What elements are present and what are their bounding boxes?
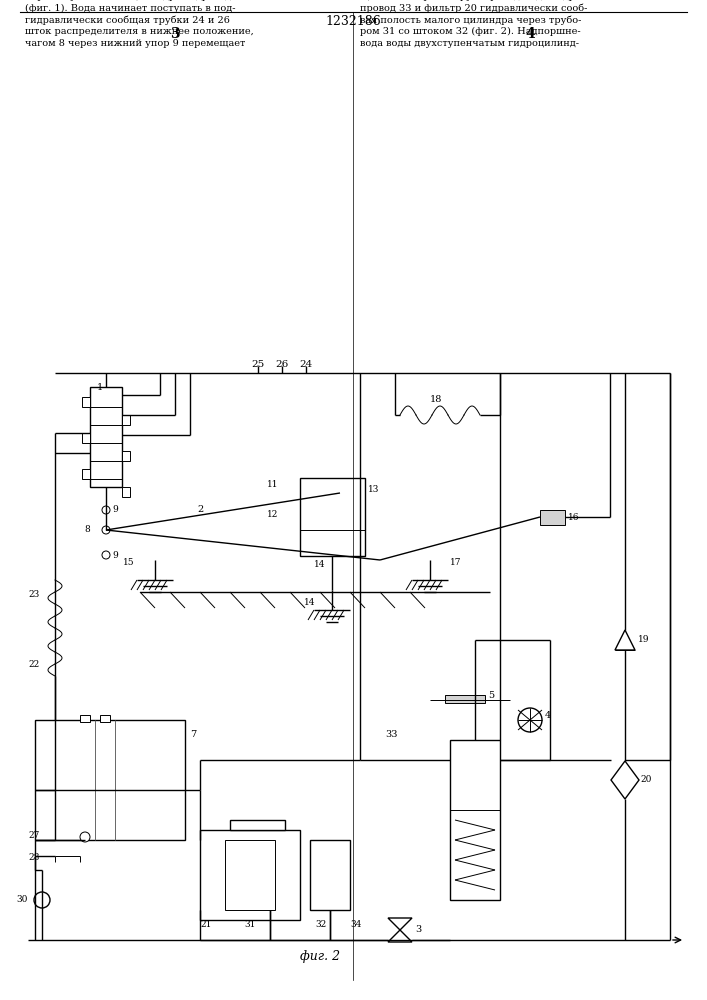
Text: 28: 28	[28, 854, 40, 862]
Text: 14: 14	[303, 598, 315, 607]
Text: 1: 1	[97, 383, 103, 392]
Text: гидравлически сообщая трубки 24 и 26: гидравлически сообщая трубки 24 и 26	[25, 15, 230, 25]
Text: вая полость малого цилиндра через трубо-: вая полость малого цилиндра через трубо-	[360, 15, 581, 25]
Bar	[300, 478, 365, 556]
Text: провод 33 и фильтр 20 гидравлически сооб-: провод 33 и фильтр 20 гидравлически сооб…	[360, 4, 588, 13]
Circle shape	[518, 708, 542, 732]
Text: 14: 14	[314, 560, 326, 569]
Bar	[82, 397, 90, 407]
Circle shape	[102, 526, 110, 534]
Bar	[540, 510, 565, 525]
Text: 18: 18	[430, 395, 443, 404]
Bar	[100, 715, 110, 722]
Text: 21: 21	[200, 920, 211, 929]
Text: 30: 30	[17, 896, 28, 904]
Text: 17: 17	[450, 558, 462, 567]
Bar	[122, 451, 130, 461]
Polygon shape	[611, 761, 639, 799]
Text: 3: 3	[170, 27, 180, 41]
Text: 1232186: 1232186	[325, 15, 381, 28]
Text: 22: 22	[28, 660, 40, 669]
Bar	[230, 820, 285, 830]
Bar	[122, 415, 130, 425]
Text: 24: 24	[299, 360, 312, 369]
Text: щена с напорным трубопроводом до гидро-: щена с напорным трубопроводом до гидро-	[360, 0, 584, 1]
Text: 12: 12	[267, 510, 278, 519]
Bar	[122, 487, 130, 497]
Text: шток распределителя в нижнее положение,: шток распределителя в нижнее положение,	[25, 27, 254, 36]
Text: 4: 4	[545, 710, 551, 720]
Text: 5: 5	[488, 690, 494, 700]
Polygon shape	[615, 630, 635, 650]
Bar	[450, 740, 500, 900]
Text: 9: 9	[112, 550, 118, 560]
Bar	[200, 830, 300, 920]
Bar	[80, 715, 90, 722]
Text: 3: 3	[415, 926, 421, 934]
Polygon shape	[388, 918, 412, 930]
Text: 23: 23	[28, 590, 40, 599]
Bar	[90, 387, 122, 487]
Bar	[82, 469, 90, 479]
Text: 33: 33	[385, 730, 397, 739]
Text: 2: 2	[197, 506, 203, 514]
Text: 4: 4	[525, 27, 535, 41]
Bar	[35, 720, 185, 840]
Text: 7: 7	[190, 730, 197, 739]
Text: чагом 8 через нижний упор 9 перемещает: чагом 8 через нижний упор 9 перемещает	[25, 39, 245, 48]
Text: 20: 20	[640, 776, 651, 784]
Text: 25: 25	[252, 360, 264, 369]
Text: 34: 34	[350, 920, 361, 929]
Text: 31: 31	[245, 920, 256, 929]
Text: 8: 8	[84, 526, 90, 534]
Text: 16: 16	[568, 512, 580, 522]
Circle shape	[80, 832, 90, 842]
Text: 19: 19	[638, 636, 650, 645]
Text: 27: 27	[28, 830, 40, 840]
Bar	[225, 840, 275, 910]
Text: 15: 15	[124, 558, 135, 567]
Text: ром 31 со штоком 32 (фиг. 2). Надпоршне-: ром 31 со штоком 32 (фиг. 2). Надпоршне-	[360, 27, 580, 36]
Circle shape	[34, 892, 50, 908]
Text: (фиг. 1). Вода начинает поступать в под-: (фиг. 1). Вода начинает поступать в под-	[25, 4, 235, 13]
Bar	[82, 433, 90, 443]
Text: 11: 11	[267, 480, 278, 489]
Text: 9: 9	[112, 506, 118, 514]
Bar	[310, 840, 350, 910]
Text: вода воды двухступенчатым гидроцилинд-: вода воды двухступенчатым гидроцилинд-	[360, 39, 579, 48]
Circle shape	[102, 506, 110, 514]
Text: 32: 32	[315, 920, 326, 929]
Bar	[445, 695, 485, 703]
Circle shape	[102, 551, 110, 559]
Polygon shape	[388, 930, 412, 942]
Text: фиг. 2: фиг. 2	[300, 950, 340, 963]
Text: 26: 26	[275, 360, 288, 369]
Text: 13: 13	[368, 485, 380, 494]
